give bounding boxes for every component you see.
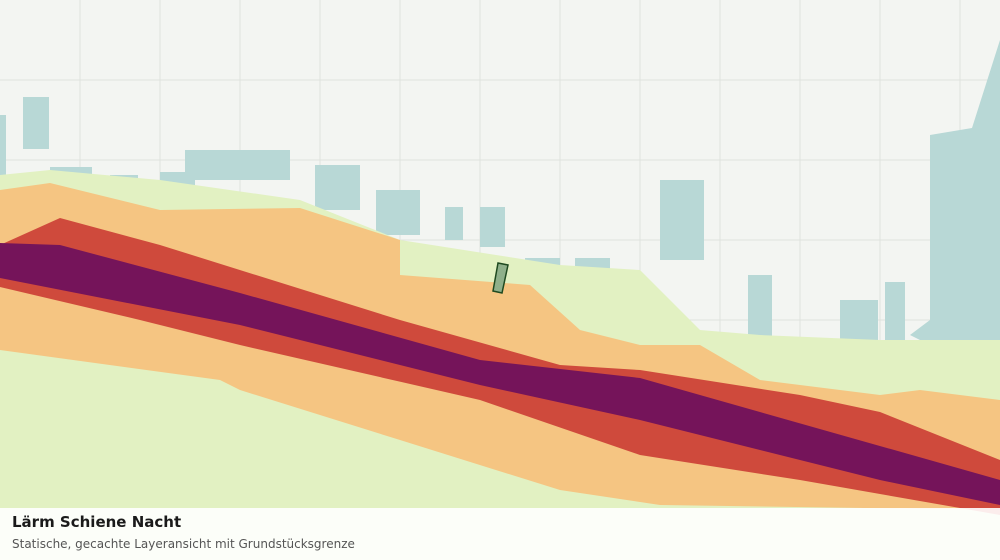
- legend-subtitle: Statische, gecachte Layeransicht mit Gru…: [12, 537, 355, 551]
- parcel-boundary[interactable]: [492, 262, 509, 294]
- noise-zone-very-high: [0, 243, 1000, 505]
- legend-title: Lärm Schiene Nacht: [12, 513, 182, 531]
- legend-panel-bg: [0, 508, 1000, 560]
